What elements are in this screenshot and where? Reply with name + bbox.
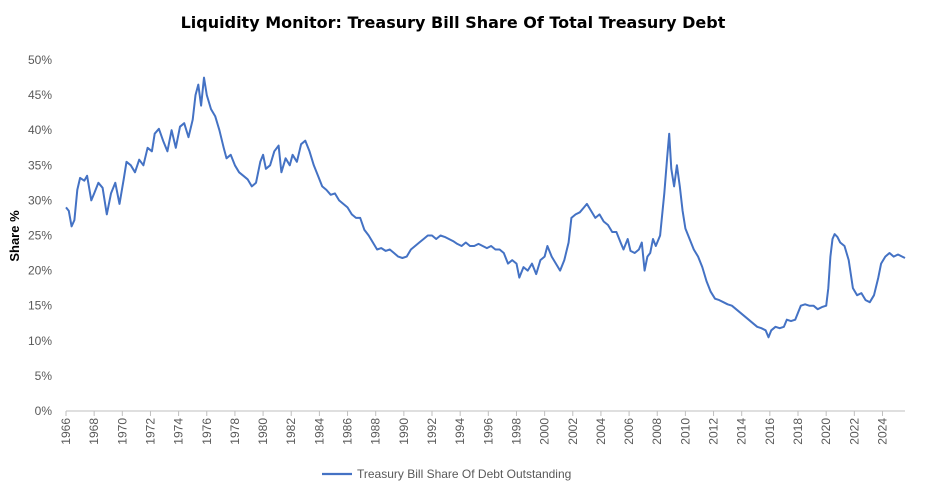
x-tick-label: 2000 [538, 418, 552, 445]
x-tick-label: 1978 [228, 418, 242, 445]
legend: Treasury Bill Share Of Debt Outstanding [322, 467, 571, 481]
y-tick-label: 35% [28, 158, 52, 172]
x-tick-label: 2020 [819, 418, 833, 445]
x-axis-ticks: 1966 1968 1970 1972 1974 1976 1978 1980 1982 1984… [59, 411, 889, 445]
y-tick-label: 10% [28, 334, 52, 348]
x-tick-label: 2024 [875, 418, 889, 445]
x-tick-label: 1990 [397, 418, 411, 445]
x-tick-label: 2016 [763, 418, 777, 445]
x-tick-label: 1982 [284, 418, 298, 445]
chart-title: Liquidity Monitor: Treasury Bill Share O… [181, 13, 726, 32]
plot-area [65, 76, 906, 339]
y-axis-ticks: 0% 5% 10% 15% 20% 25% 30% 35% 40% 45% 50% [28, 53, 52, 418]
x-tick-label: 1974 [172, 418, 186, 445]
y-tick-label: 20% [28, 264, 52, 278]
x-tick-label: 2022 [847, 418, 861, 445]
x-tick-label: 2018 [791, 418, 805, 445]
x-tick-label: 2012 [707, 418, 721, 445]
y-tick-label: 15% [28, 299, 52, 313]
x-tick-label: 1992 [425, 418, 439, 445]
x-tick-label: 2002 [566, 418, 580, 445]
x-tick-label: 2004 [594, 418, 608, 445]
y-axis-title: Share % [7, 210, 22, 262]
x-tick-label: 2006 [622, 418, 636, 445]
y-tick-label: 40% [28, 123, 52, 137]
y-tick-label: 25% [28, 229, 52, 243]
x-tick-label: 2010 [678, 418, 692, 445]
series-line-0 [65, 76, 906, 339]
x-tick-label: 1998 [509, 418, 523, 445]
x-tick-label: 1976 [200, 418, 214, 445]
y-tick-label: 0% [35, 404, 53, 418]
x-tick-label: 2014 [735, 418, 749, 445]
x-tick-label: 1968 [87, 418, 101, 445]
x-tick-label: 1996 [481, 418, 495, 445]
x-tick-label: 1988 [369, 418, 383, 445]
x-tick-label: 1980 [256, 418, 270, 445]
x-tick-label: 1986 [341, 418, 355, 445]
y-tick-label: 30% [28, 193, 52, 207]
x-tick-label: 2008 [650, 418, 664, 445]
y-tick-label: 5% [35, 369, 53, 383]
legend-label: Treasury Bill Share Of Debt Outstanding [357, 467, 571, 481]
x-tick-label: 1970 [115, 418, 129, 445]
y-tick-label: 50% [28, 53, 52, 67]
y-tick-label: 45% [28, 88, 52, 102]
x-tick-label: 1994 [453, 418, 467, 445]
x-tick-label: 1972 [143, 418, 157, 445]
x-tick-label: 1966 [59, 418, 73, 445]
x-tick-label: 1984 [312, 418, 326, 445]
